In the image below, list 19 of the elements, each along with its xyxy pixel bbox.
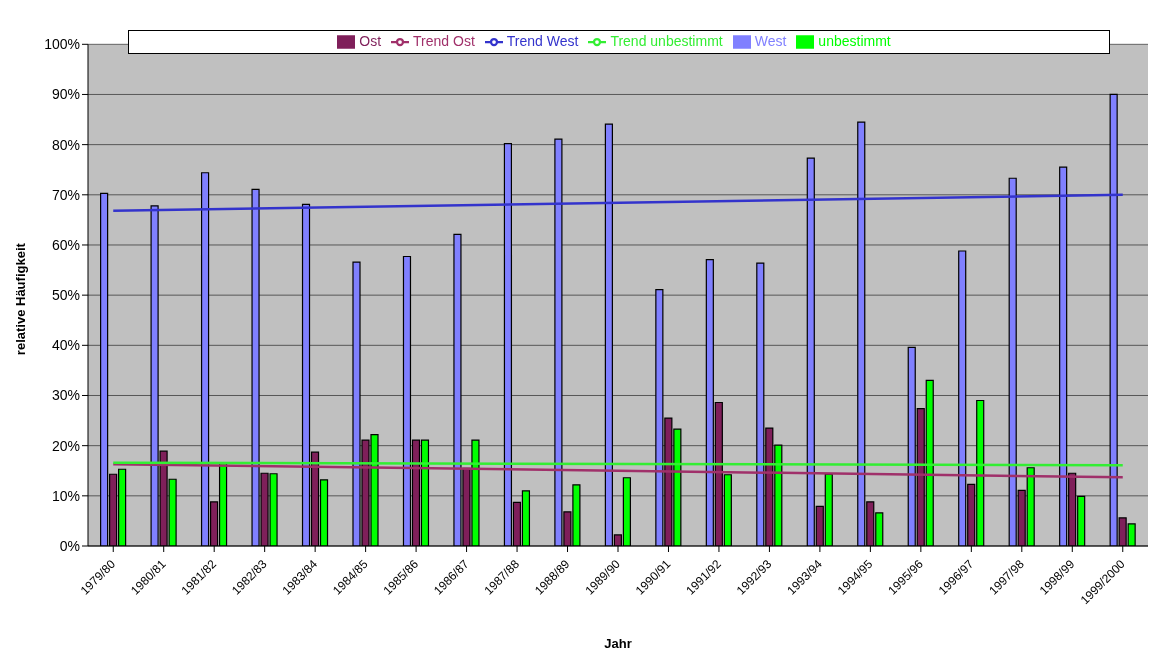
legend-label: Trend West bbox=[506, 33, 579, 49]
y-tick-label: 30% bbox=[51, 387, 80, 404]
legend-label: Trend Ost bbox=[413, 33, 475, 49]
y-tick-label: 70% bbox=[51, 186, 80, 203]
y-tick-label: 0% bbox=[59, 537, 80, 554]
y-tick-label: 60% bbox=[51, 236, 80, 253]
y-tick-label: 100% bbox=[44, 36, 80, 53]
legend-label: Ost bbox=[359, 33, 382, 49]
y-tick-label: 90% bbox=[51, 86, 80, 103]
x-axis-title: Jahr bbox=[604, 636, 632, 651]
y-tick-label: 20% bbox=[51, 437, 80, 454]
legend-label: unbestimmt bbox=[818, 33, 891, 49]
y-tick-label: 50% bbox=[51, 287, 80, 304]
legend-label: Trend unbestimmt bbox=[610, 33, 723, 49]
y-tick-label: 80% bbox=[51, 136, 80, 153]
y-axis-title: relative Häufigkeit bbox=[12, 242, 28, 356]
legend-label: West bbox=[754, 33, 787, 49]
y-tick-label: 10% bbox=[51, 487, 80, 504]
y-tick-label: 40% bbox=[51, 337, 80, 354]
